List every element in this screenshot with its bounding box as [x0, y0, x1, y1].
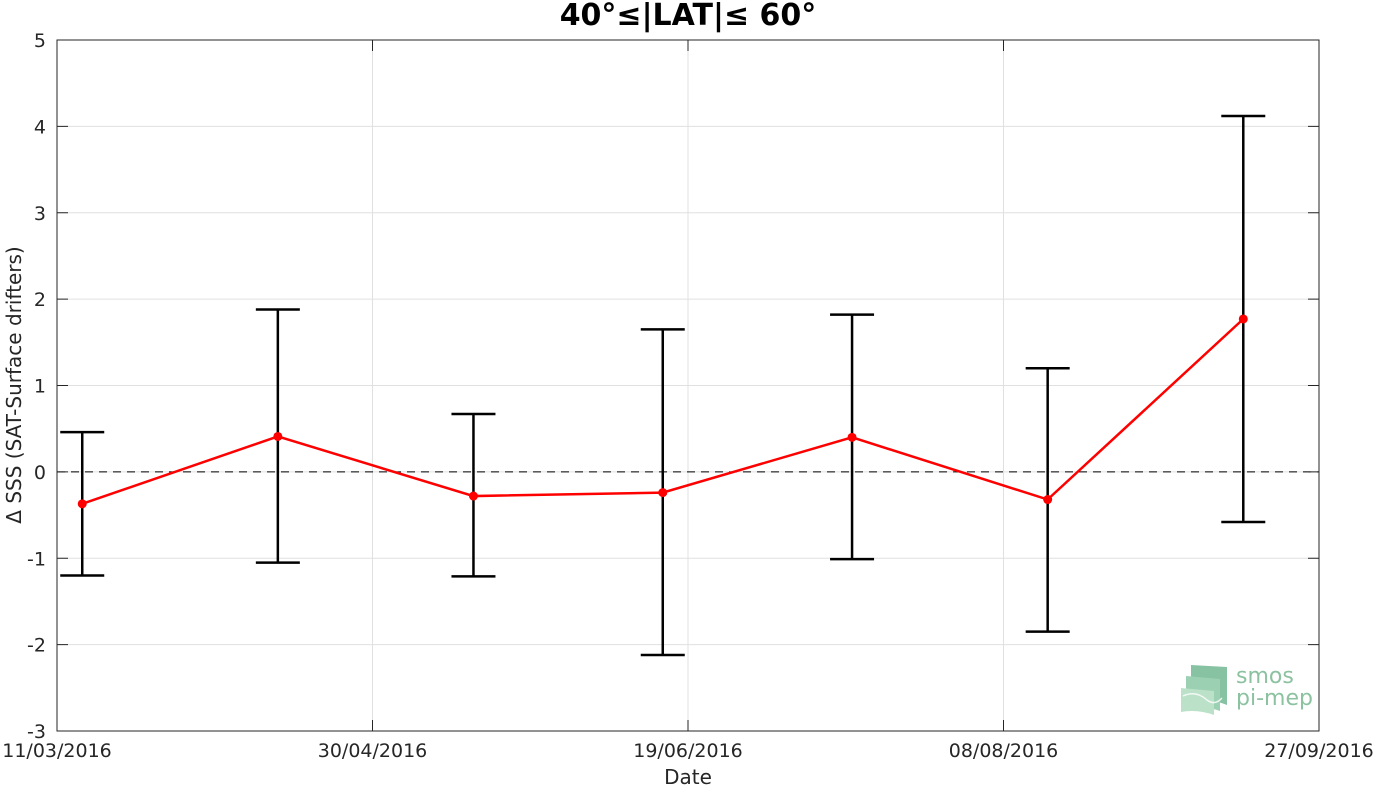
x-tick-label: 11/03/2016	[2, 740, 112, 762]
data-point	[273, 431, 283, 441]
logo-text-pimep: pi-mep	[1236, 686, 1313, 711]
y-axis-label: Δ SSS (SAT-Surface drifters)	[2, 246, 26, 523]
y-tick-label: 5	[34, 30, 46, 52]
y-tick-label: 1	[34, 376, 46, 398]
x-axis-label: Date	[664, 765, 712, 786]
y-tick-label: -3	[27, 721, 46, 743]
data-point	[1043, 495, 1053, 505]
y-tick-label: 3	[34, 203, 46, 225]
y-tick-label: 0	[34, 462, 46, 484]
x-tick-label: 27/09/2016	[1264, 740, 1374, 762]
x-tick-labels: 11/03/2016 30/04/2016 19/06/2016 08/08/2016…	[2, 740, 1374, 762]
grid-lines	[57, 40, 1319, 731]
y-tick-label: 4	[34, 116, 46, 138]
data-point	[468, 491, 478, 501]
y-tick-labels: -3 -2 -1 0 1 2 3 4 5	[27, 30, 46, 743]
x-tick-label: 30/04/2016	[318, 740, 428, 762]
y-tick-label: -1	[27, 548, 46, 570]
x-tick-label: 08/08/2016	[949, 740, 1059, 762]
smos-pimep-logo: smos pi-mep	[1181, 664, 1313, 715]
x-tick-label: 19/06/2016	[633, 740, 743, 762]
data-point	[658, 488, 668, 498]
logo-text-smos: smos	[1236, 664, 1294, 689]
data-points	[77, 314, 1248, 509]
data-point	[1238, 314, 1248, 324]
data-point	[77, 499, 87, 509]
chart-title: 40°≤|LAT|≤ 60°	[560, 0, 817, 33]
y-tick-label: -2	[27, 635, 46, 657]
axis-ticks	[56, 39, 1320, 732]
data-point	[847, 432, 857, 442]
wave-logo-icon	[1181, 665, 1227, 715]
y-tick-label: 2	[34, 289, 46, 311]
